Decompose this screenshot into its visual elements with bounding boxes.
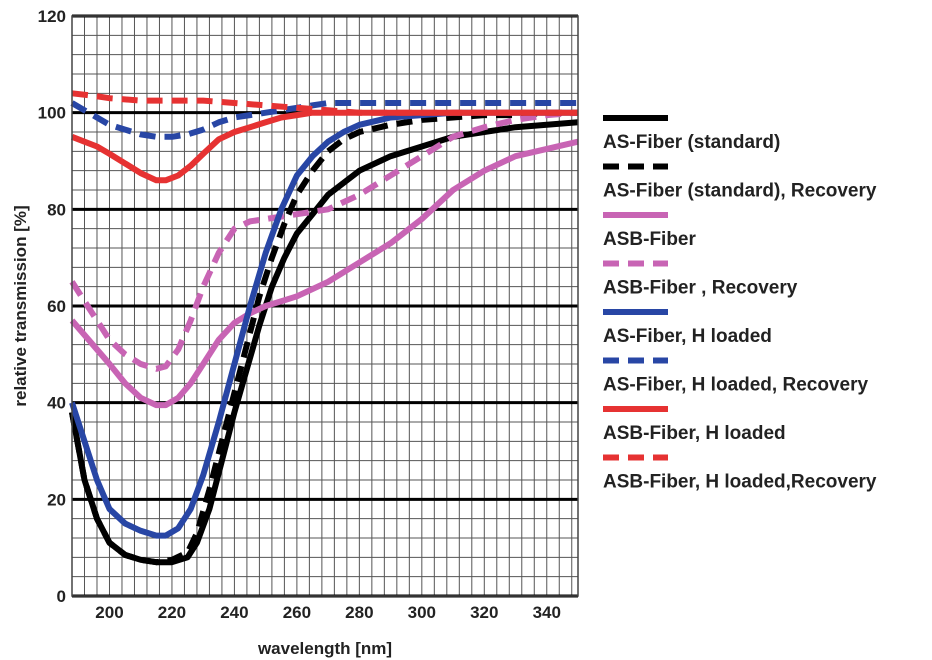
y-tick-label: 0	[57, 587, 66, 606]
x-axis-title: wavelength [nm]	[257, 639, 392, 658]
legend: AS-Fiber (standard) AS-Fiber (standard), …	[603, 115, 877, 493]
x-tick-label: 340	[533, 603, 561, 622]
legend-label-2: AS-Fiber (standard), Recovery	[603, 181, 877, 202]
x-tick-label: 220	[158, 603, 186, 622]
y-tick-label: 120	[38, 7, 66, 26]
y-tick-label: 100	[38, 104, 66, 123]
series-line-7	[70, 109, 578, 184]
x-tick-label: 240	[220, 603, 248, 622]
series-line-3	[69, 138, 579, 409]
legend-label-5: AS-Fiber, H loaded	[603, 326, 772, 347]
legend-label-8: ASB-Fiber, H loaded,Recovery	[603, 472, 877, 493]
y-tick-labels: 0 20 40 60 80 100 120	[38, 7, 66, 606]
x-tick-label: 320	[470, 603, 498, 622]
x-tick-label: 280	[345, 603, 373, 622]
legend-label-7: ASB-Fiber, H loaded	[603, 423, 786, 444]
legend-label-3: ASB-Fiber	[603, 229, 697, 250]
y-tick-label: 40	[47, 394, 66, 413]
plot-frame	[71, 15, 579, 597]
y-axis-title: relative transmission [%]	[11, 205, 30, 406]
x-tick-label: 300	[408, 603, 436, 622]
series-line-1	[69, 119, 579, 566]
series-line-8	[71, 90, 578, 116]
series-line-5	[69, 109, 578, 539]
x-tick-labels: 200 220 240 260 280 300 320 340	[95, 603, 561, 622]
legend-label-6: AS-Fiber, H loaded, Recovery	[603, 375, 868, 396]
y-tick-label: 80	[47, 200, 66, 219]
x-tick-label: 200	[95, 603, 123, 622]
y-tick-label: 20	[47, 490, 66, 509]
x-tick-label: 260	[283, 603, 311, 622]
series-line-2	[69, 109, 578, 566]
series-layer	[69, 90, 579, 566]
series-line-6	[70, 100, 578, 140]
legend-label-1: AS-Fiber (standard)	[603, 132, 780, 153]
y-tick-label: 60	[47, 297, 66, 316]
legend-label-4: ASB-Fiber , Recovery	[603, 278, 798, 299]
